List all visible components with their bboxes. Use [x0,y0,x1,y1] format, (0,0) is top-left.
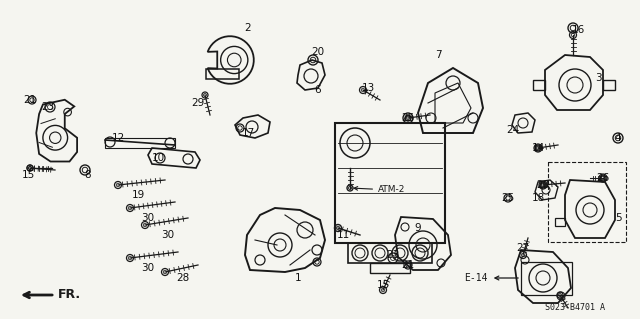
Text: 15: 15 [376,280,390,290]
Text: 3: 3 [595,73,602,83]
Text: 12: 12 [111,133,125,143]
Text: 7: 7 [435,50,442,60]
Text: 9: 9 [415,223,421,233]
Text: 8: 8 [84,170,92,180]
Text: 16: 16 [572,25,584,35]
Text: 25: 25 [501,193,515,203]
Text: 21: 21 [401,260,415,270]
Text: 30: 30 [141,263,155,273]
Text: 23: 23 [387,250,399,260]
Text: 25: 25 [401,113,415,123]
Text: 11: 11 [337,230,349,240]
Text: 29: 29 [191,98,205,108]
Text: ATM-2: ATM-2 [354,186,405,195]
Text: 2: 2 [244,23,252,33]
Text: 21: 21 [24,95,36,105]
Text: FR.: FR. [58,288,81,301]
Text: E-14: E-14 [465,273,518,283]
Text: 30: 30 [141,213,155,223]
Text: 6: 6 [315,85,321,95]
Text: 10: 10 [152,153,164,163]
Text: 15: 15 [21,170,35,180]
Text: 17: 17 [241,128,255,138]
Text: 27: 27 [516,243,530,253]
Text: 13: 13 [362,83,374,93]
Text: 26: 26 [596,173,610,183]
Text: 30: 30 [161,230,175,240]
Text: 18: 18 [531,193,545,203]
Text: 24: 24 [506,125,520,135]
Text: 1: 1 [294,273,301,283]
Text: 20: 20 [312,47,324,57]
Text: 4: 4 [614,133,621,143]
Text: 20: 20 [536,180,550,190]
Text: 5: 5 [614,213,621,223]
Text: S023-B4701 A: S023-B4701 A [545,303,605,313]
Text: 19: 19 [131,190,145,200]
Text: 23: 23 [42,102,54,112]
Text: 28: 28 [177,273,189,283]
Text: 14: 14 [531,143,545,153]
